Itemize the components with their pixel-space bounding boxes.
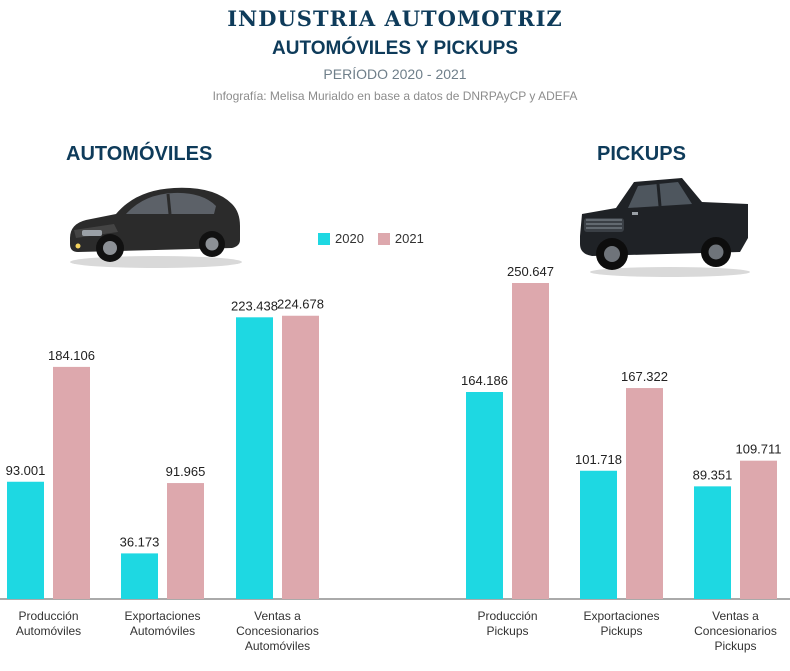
legend-swatch-2021: [377, 232, 390, 245]
chart-legend: 2020 2021: [318, 231, 438, 246]
data-label-2021-0: 184.106: [48, 348, 95, 363]
bar-2020-5: [694, 486, 731, 599]
data-label-2020-5: 89.351: [693, 467, 733, 482]
category-label-1: Automóviles: [130, 624, 195, 638]
bar-2021-0: [53, 366, 90, 599]
chart-title: INDUSTRIA AUTOMOTRIZ: [227, 6, 563, 31]
category-label-4: Pickups: [600, 624, 642, 638]
data-label-2020-1: 36.173: [120, 534, 160, 549]
bar-2021-5: [740, 460, 777, 599]
data-label-2020-4: 101.718: [575, 452, 622, 467]
data-label-2020-2: 223.438: [231, 298, 278, 313]
bar-2021-1: [167, 483, 204, 599]
category-label-4: Exportaciones: [583, 609, 659, 623]
category-label-5: Pickups: [714, 639, 756, 653]
legend-swatch-2020: [318, 232, 330, 245]
credit-label: Infografía: Melisa Murialdo en base a da…: [212, 89, 578, 103]
data-label-2020-3: 164.186: [461, 373, 508, 388]
data-label-2021-4: 167.322: [621, 369, 668, 384]
bar-2021-4: [626, 388, 663, 599]
legend-item-2020: 2020: [318, 231, 364, 246]
category-label-5: Ventas a: [712, 609, 759, 623]
period-label: PERÍODO 2020 - 2021: [323, 66, 467, 82]
category-label-2: Ventas a: [254, 609, 301, 623]
section-title-cars: AUTOMÓVILES: [66, 143, 213, 165]
category-label-2: Automóviles: [245, 639, 310, 653]
category-label-3: Pickups: [486, 624, 528, 638]
section-title-pickups: PICKUPS: [597, 143, 686, 165]
category-label-0: Producción: [18, 609, 78, 623]
legend-item-2021: 2021: [377, 231, 424, 246]
chart-subtitle: AUTOMÓVILES Y PICKUPS: [272, 38, 518, 59]
bar-2020-3: [466, 392, 503, 599]
sedan-car-icon: [70, 187, 242, 268]
pickup-truck-icon: [580, 178, 750, 277]
data-label-2021-3: 250.647: [507, 264, 554, 279]
bar-2021-2: [282, 315, 319, 599]
bar-2020-4: [580, 470, 617, 599]
legend-label-2020: 2020: [335, 231, 364, 246]
category-label-3: Producción: [477, 609, 537, 623]
category-label-0: Automóviles: [16, 624, 81, 638]
data-label-2020-0: 93.001: [6, 463, 46, 478]
data-label-2021-1: 91.965: [166, 464, 206, 479]
data-label-2021-5: 109.711: [735, 442, 781, 457]
bar-2021-3: [512, 283, 549, 599]
data-label-2021-2: 224.678: [277, 297, 324, 312]
bar-2020-0: [7, 481, 44, 599]
bar-2020-1: [121, 553, 158, 599]
bar-2020-2: [236, 317, 273, 599]
category-label-2: Concesionarios: [236, 624, 319, 638]
category-label-5: Concesionarios: [694, 624, 777, 638]
legend-label-2021: 2021: [394, 231, 424, 246]
category-label-1: Exportaciones: [124, 609, 200, 623]
